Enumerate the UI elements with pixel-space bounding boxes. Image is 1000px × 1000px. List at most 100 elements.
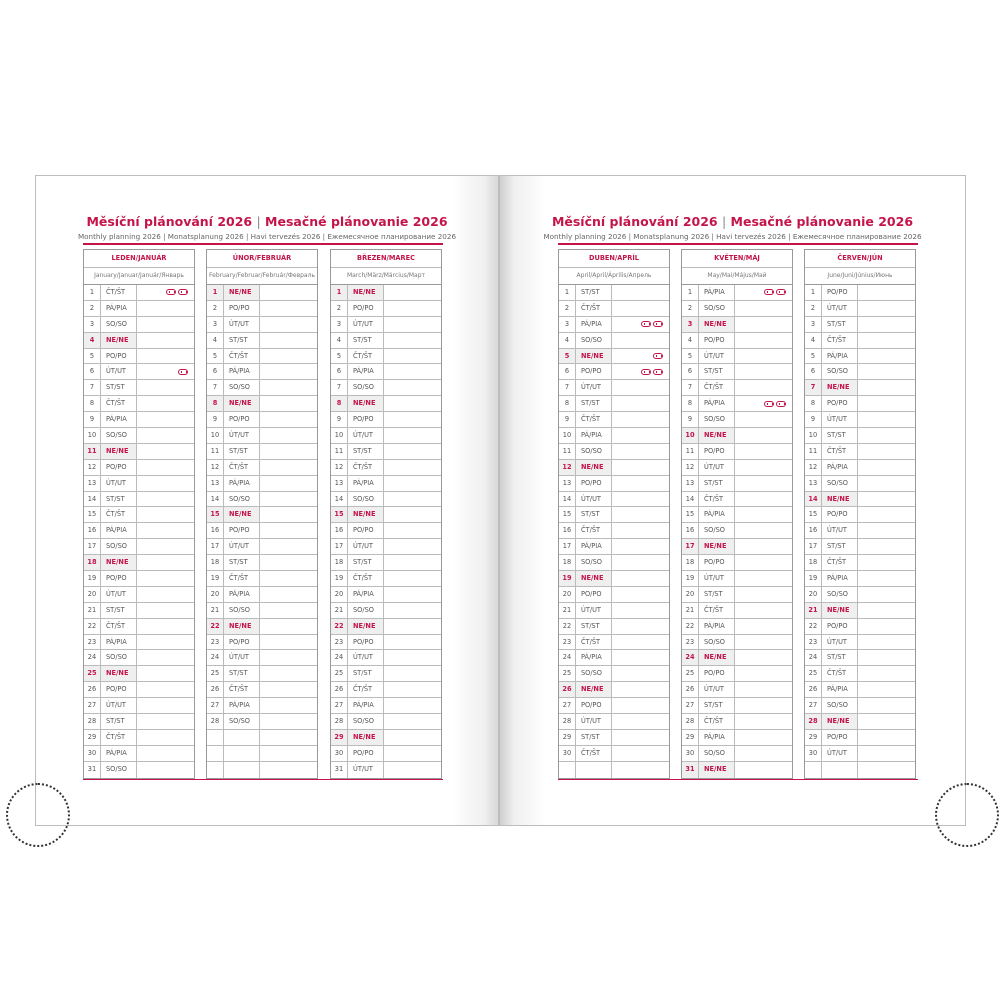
day-note-field[interactable]	[260, 444, 317, 459]
day-row[interactable]: 6 ÚT/UT	[84, 364, 194, 381]
day-row[interactable]: 4 SO/SO	[559, 332, 669, 349]
day-row[interactable]: 16 PO/PO	[331, 523, 441, 540]
day-row[interactable]: 29 PO/PO	[805, 729, 915, 746]
day-note-field[interactable]	[612, 635, 669, 650]
day-row[interactable]: 12 NE/NE	[559, 459, 669, 476]
day-note-field[interactable]	[735, 396, 792, 411]
day-row[interactable]: 25 SO/SO	[559, 666, 669, 683]
day-row[interactable]: 27 SO/SO	[805, 698, 915, 715]
day-note-field[interactable]	[260, 666, 317, 681]
day-row[interactable]: 8 PO/PO	[805, 396, 915, 413]
day-row[interactable]: 12 PÁ/PIA	[805, 459, 915, 476]
day-note-field[interactable]	[384, 380, 441, 395]
day-note-field[interactable]	[260, 364, 317, 379]
day-note-field[interactable]	[137, 285, 194, 300]
day-note-field[interactable]	[260, 317, 317, 332]
day-row[interactable]: 19 NE/NE	[559, 571, 669, 587]
day-row[interactable]: 25 NE/NE	[84, 666, 194, 683]
day-row[interactable]: 13 PO/PO	[559, 475, 669, 492]
day-row[interactable]: 29 ST/ST	[559, 729, 669, 746]
day-row[interactable]: 14 NE/NE	[805, 491, 915, 508]
day-row[interactable]: 1 ČT/ŠT	[84, 285, 194, 301]
day-note-field[interactable]	[612, 459, 669, 475]
day-row[interactable]: 14 SO/SO	[331, 491, 441, 508]
day-row[interactable]: 26 ČT/ŠT	[331, 682, 441, 699]
day-note-field[interactable]	[137, 396, 194, 411]
day-row[interactable]: 20 PO/PO	[559, 586, 669, 603]
day-row[interactable]: 31 ÚT/UT	[331, 761, 441, 778]
day-note-field[interactable]	[260, 635, 317, 650]
day-note-field[interactable]	[137, 412, 194, 427]
day-row[interactable]: 10 NE/NE	[682, 428, 792, 444]
day-row[interactable]: 19 PO/PO	[84, 571, 194, 587]
day-note-field[interactable]	[137, 762, 194, 778]
day-row[interactable]: 6 PO/PO	[559, 364, 669, 381]
day-note-field[interactable]	[612, 317, 669, 332]
day-note-field[interactable]	[137, 650, 194, 665]
day-note-field[interactable]	[260, 539, 317, 554]
day-row[interactable]: 15 NE/NE	[331, 507, 441, 524]
day-note-field[interactable]	[735, 444, 792, 459]
day-note-field[interactable]	[735, 476, 792, 491]
day-row[interactable]: 15 ST/ST	[559, 507, 669, 524]
day-row[interactable]: 23 PO/PO	[331, 634, 441, 651]
day-row[interactable]: 22 ST/ST	[559, 618, 669, 635]
day-row[interactable]: 11 ST/ST	[207, 443, 317, 460]
day-row[interactable]: 12 PO/PO	[84, 459, 194, 476]
day-note-field[interactable]	[384, 539, 441, 554]
day-note-field[interactable]	[260, 492, 317, 507]
day-note-field[interactable]	[612, 555, 669, 570]
day-row[interactable]: 21 SO/SO	[207, 602, 317, 619]
day-row[interactable]: 5 NE/NE	[559, 348, 669, 365]
day-row[interactable]: 16 ÚT/UT	[805, 523, 915, 540]
day-row[interactable]: 23 SO/SO	[682, 634, 792, 651]
day-row[interactable]: 15 PÁ/PIA	[682, 507, 792, 524]
day-note-field[interactable]	[137, 443, 194, 459]
day-row[interactable]: 5 PÁ/PIA	[805, 348, 915, 365]
day-row[interactable]: 5 ČT/ŠT	[207, 348, 317, 365]
day-row[interactable]: 9 PÁ/PIA	[84, 412, 194, 429]
day-row[interactable]: 21 ST/ST	[84, 602, 194, 619]
day-row[interactable]: 14 ČT/ŠT	[682, 491, 792, 508]
day-row[interactable]: 4 PO/PO	[682, 332, 792, 349]
day-note-field[interactable]	[260, 555, 317, 570]
day-row[interactable]: 24 ST/ST	[805, 650, 915, 667]
day-note-field[interactable]	[735, 349, 792, 364]
day-note-field[interactable]	[260, 698, 317, 713]
day-row[interactable]: 7 ST/ST	[84, 380, 194, 397]
day-note-field[interactable]	[612, 396, 669, 411]
day-note-field[interactable]	[858, 523, 915, 538]
day-note-field[interactable]	[858, 666, 915, 681]
day-row[interactable]: 12 ÚT/UT	[682, 459, 792, 476]
day-row[interactable]: 18 ST/ST	[207, 555, 317, 572]
day-note-field[interactable]	[858, 746, 915, 761]
day-row[interactable]: 28 SO/SO	[207, 714, 317, 730]
day-row[interactable]: 7 SO/SO	[207, 380, 317, 397]
day-note-field[interactable]	[735, 412, 792, 427]
day-row[interactable]: 30 ČT/ŠT	[559, 745, 669, 762]
day-note-field[interactable]	[137, 428, 194, 443]
day-row[interactable]: 11 SO/SO	[559, 443, 669, 460]
day-note-field[interactable]	[858, 428, 915, 443]
day-row[interactable]: 21 ÚT/UT	[559, 602, 669, 619]
day-row[interactable]: 14 SO/SO	[207, 491, 317, 508]
day-note-field[interactable]	[137, 666, 194, 682]
day-row[interactable]: 26 NE/NE	[559, 682, 669, 699]
day-row[interactable]: 24 ÚT/UT	[331, 650, 441, 667]
day-row[interactable]: 11 ST/ST	[331, 443, 441, 460]
day-row[interactable]: 9 SO/SO	[682, 412, 792, 429]
day-row[interactable]: 7 ÚT/UT	[559, 380, 669, 397]
day-note-field[interactable]	[384, 301, 441, 316]
day-row[interactable]: 9 PO/PO	[331, 412, 441, 429]
day-note-field[interactable]	[137, 714, 194, 729]
day-note-field[interactable]	[735, 603, 792, 618]
day-note-field[interactable]	[612, 428, 669, 443]
day-row[interactable]: 9 PO/PO	[207, 412, 317, 429]
day-note-field[interactable]	[260, 603, 317, 618]
day-note-field[interactable]	[735, 301, 792, 316]
day-note-field[interactable]	[137, 603, 194, 618]
day-note-field[interactable]	[858, 539, 915, 554]
day-row[interactable]: 15 PO/PO	[805, 507, 915, 524]
day-note-field[interactable]	[858, 650, 915, 665]
day-note-field[interactable]	[612, 301, 669, 316]
